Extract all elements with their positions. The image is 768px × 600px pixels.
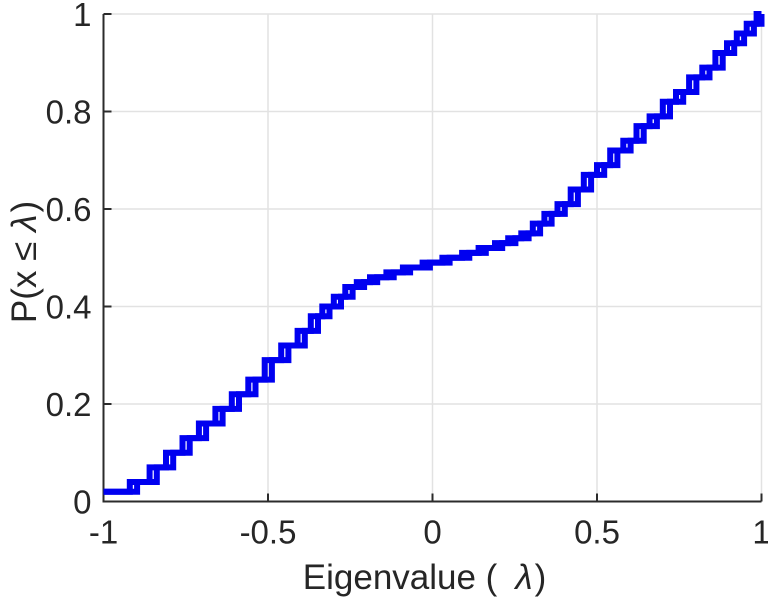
- ecdf-series: [103, 11, 765, 495]
- y-axis-lambda-symbol: λ: [5, 214, 44, 233]
- tick-marks: [102, 13, 763, 503]
- gridlines: [103, 13, 763, 502]
- x-axis-label-prefix: Eigenvalue (: [303, 558, 498, 597]
- x-tick-label: 1: [752, 514, 768, 551]
- x-tick-label: 0: [423, 514, 441, 551]
- y-axis-label-prefix: P(x ≤: [5, 242, 44, 323]
- y-tick-label: 0.4: [46, 289, 92, 326]
- x-axis-label-suffix: ): [535, 558, 547, 597]
- tick-labels: -1 -0.5 0 0.5 1 0 0.2 0.4 0.6 0.8 1: [46, 0, 768, 551]
- y-axis-label-suffix: ): [5, 201, 44, 213]
- x-tick-label: -0.5: [240, 514, 297, 551]
- y-tick-label: 1: [73, 0, 91, 33]
- y-tick-label: 0.6: [46, 191, 92, 228]
- y-tick-label: 0.2: [46, 386, 92, 423]
- x-axis-label: Eigenvalue ( λ): [303, 558, 546, 597]
- y-tick-label: 0: [73, 484, 91, 521]
- y-axis-label: P(x ≤ λ): [5, 201, 44, 323]
- x-tick-label: 0.5: [574, 514, 620, 551]
- x-axis-lambda-symbol: λ: [513, 558, 532, 597]
- eigenvalue-ecdf-2: [103, 14, 765, 495]
- x-tick-label: -1: [89, 514, 118, 551]
- y-tick-label: 0.8: [46, 94, 92, 131]
